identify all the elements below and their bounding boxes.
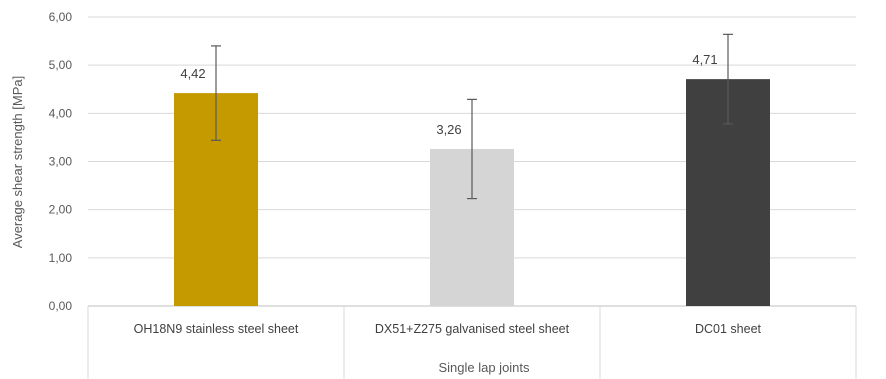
- data-label: 3,26: [436, 122, 461, 137]
- data-labels: 4,42 3,26 4,71: [180, 52, 717, 137]
- y-axis-title: Average shear strength [MPa]: [10, 76, 25, 248]
- y-tick-label: 4,00: [49, 106, 73, 120]
- x-tick-label: OH18N9 stainless steel sheet: [134, 322, 299, 336]
- y-tick-label: 0,00: [49, 299, 73, 313]
- data-label: 4,71: [692, 52, 717, 67]
- y-tick-label: 1,00: [49, 251, 73, 265]
- y-tick-label: 6,00: [49, 10, 73, 24]
- error-bars: [211, 33, 733, 200]
- data-label: 4,42: [180, 66, 205, 81]
- axes: 0,00 1,00 2,00 3,00 4,00 5,00 6,00 OH18N9 stain…: [49, 10, 857, 379]
- y-tick-label: 2,00: [49, 203, 73, 217]
- y-tick-label: 5,00: [49, 58, 73, 72]
- x-tick-label: DX51+Z275 galvanised steel sheet: [375, 322, 570, 336]
- x-axis-title: Single lap joints: [438, 360, 530, 375]
- y-tick-label: 3,00: [49, 155, 73, 169]
- x-tick-label: DC01 sheet: [695, 322, 762, 336]
